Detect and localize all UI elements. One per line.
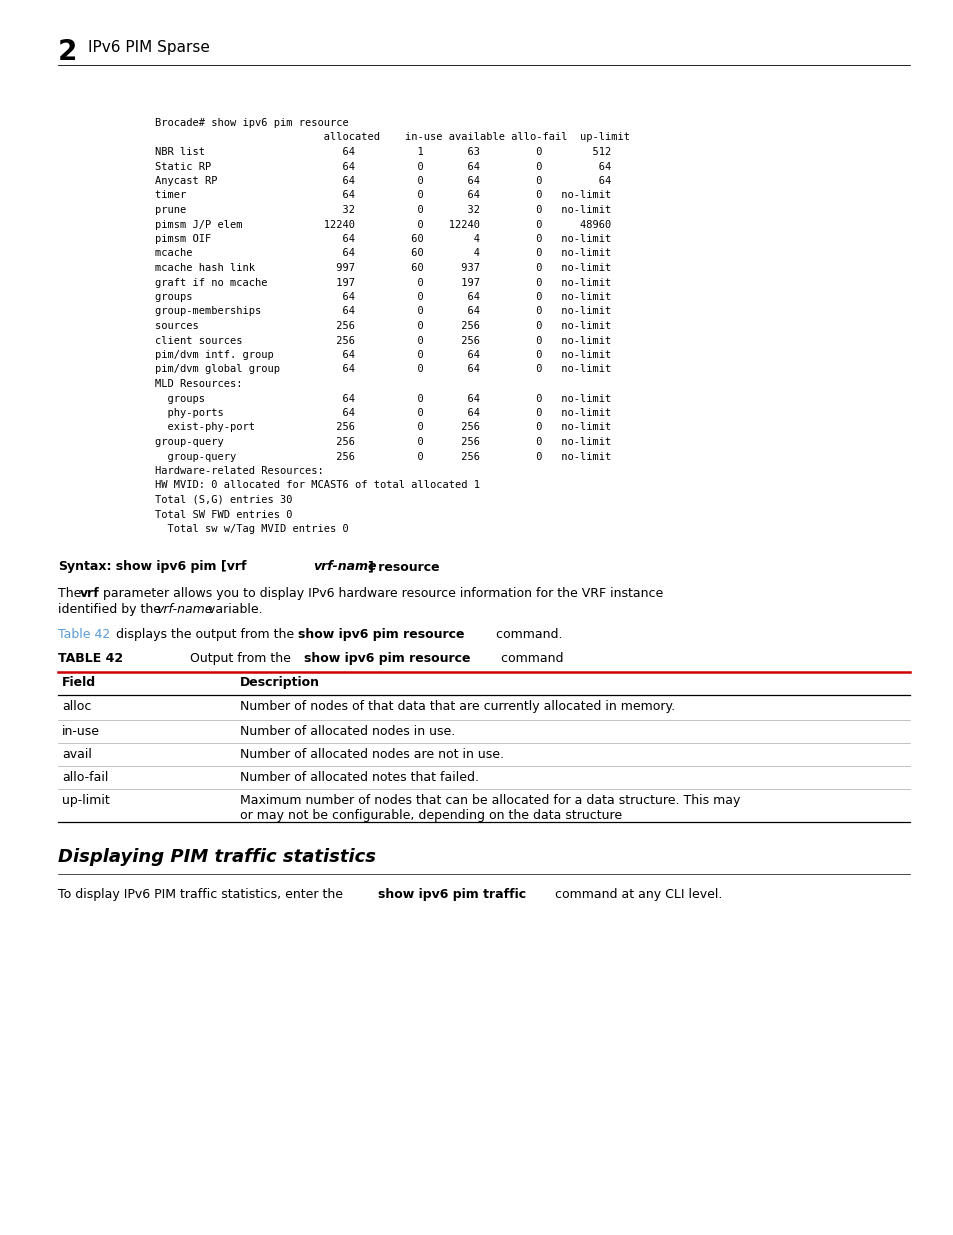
Text: command.: command. [492,629,562,641]
Text: sources                      256          0      256         0   no-limit: sources 256 0 256 0 no-limit [154,321,611,331]
Text: phy-ports                   64          0       64         0   no-limit: phy-ports 64 0 64 0 no-limit [154,408,611,417]
Text: Hardware-related Resources:: Hardware-related Resources: [154,466,323,475]
Text: pim/dvm global group          64          0       64         0   no-limit: pim/dvm global group 64 0 64 0 no-limit [154,364,611,374]
Text: HW MVID: 0 allocated for MCAST6 of total allocated 1: HW MVID: 0 allocated for MCAST6 of total… [154,480,479,490]
Text: Number of nodes of that data that are currently allocated in memory.: Number of nodes of that data that are cu… [240,700,675,713]
Text: pimsm OIF                     64         60        4         0   no-limit: pimsm OIF 64 60 4 0 no-limit [154,233,611,245]
Text: variable.: variable. [204,603,262,616]
Text: identified by the: identified by the [58,603,165,616]
Text: IPv6 PIM Sparse: IPv6 PIM Sparse [88,40,210,56]
Text: allo-fail: allo-fail [62,771,109,784]
Text: mcache                        64         60        4         0   no-limit: mcache 64 60 4 0 no-limit [154,248,611,258]
Text: TABLE 42: TABLE 42 [58,652,123,664]
Text: Output from the: Output from the [190,652,294,664]
Text: allocated    in-use available allo-fail  up-limit: allocated in-use available allo-fail up-… [154,132,629,142]
Text: group-query                  256          0      256         0   no-limit: group-query 256 0 256 0 no-limit [154,437,611,447]
Text: show ipv6 pim traffic: show ipv6 pim traffic [377,888,525,902]
Text: show ipv6 pim resource: show ipv6 pim resource [297,629,464,641]
Text: Total SW FWD entries 0: Total SW FWD entries 0 [154,510,293,520]
Text: group-query                256          0      256         0   no-limit: group-query 256 0 256 0 no-limit [154,452,611,462]
Text: client sources               256          0      256         0   no-limit: client sources 256 0 256 0 no-limit [154,336,611,346]
Text: Description: Description [240,676,319,689]
Text: Table 42: Table 42 [58,629,111,641]
Text: Total sw w/Tag MVID entries 0: Total sw w/Tag MVID entries 0 [154,524,349,534]
Text: pim/dvm intf. group           64          0       64         0   no-limit: pim/dvm intf. group 64 0 64 0 no-limit [154,350,611,359]
Text: The: The [58,587,85,600]
Text: command at any CLI level.: command at any CLI level. [551,888,721,902]
Text: Brocade# show ipv6 pim resource: Brocade# show ipv6 pim resource [154,119,349,128]
Text: Total (S,G) entries 30: Total (S,G) entries 30 [154,495,293,505]
Text: alloc: alloc [62,700,91,713]
Text: or may not be configurable, depending on the data structure: or may not be configurable, depending on… [240,809,621,823]
Text: Number of allocated nodes are not in use.: Number of allocated nodes are not in use… [240,748,503,761]
Text: Anycast RP                    64          0       64         0         64: Anycast RP 64 0 64 0 64 [154,177,611,186]
Text: show ipv6 pim [vrf: show ipv6 pim [vrf [107,559,251,573]
Text: graft if no mcache           197          0      197         0   no-limit: graft if no mcache 197 0 197 0 no-limit [154,278,611,288]
Text: displays the output from the: displays the output from the [112,629,297,641]
Text: NBR list                      64          1       63         0        512: NBR list 64 1 63 0 512 [154,147,611,157]
Text: Number of allocated nodes in use.: Number of allocated nodes in use. [240,725,455,739]
Text: Syntax:: Syntax: [58,559,112,573]
Text: vrf-name: vrf-name [156,603,213,616]
Text: prune                         32          0       32         0   no-limit: prune 32 0 32 0 no-limit [154,205,611,215]
Text: Static RP                     64          0       64         0         64: Static RP 64 0 64 0 64 [154,162,611,172]
Text: 2: 2 [58,38,77,65]
Text: Displaying PIM traffic statistics: Displaying PIM traffic statistics [58,848,375,866]
Text: pimsm J/P elem             12240          0    12240         0      48960: pimsm J/P elem 12240 0 12240 0 48960 [154,220,611,230]
Text: groups                        64          0       64         0   no-limit: groups 64 0 64 0 no-limit [154,291,611,303]
Text: in-use: in-use [62,725,100,739]
Text: Number of allocated notes that failed.: Number of allocated notes that failed. [240,771,478,784]
Text: up-limit: up-limit [62,794,110,806]
Text: To display IPv6 PIM traffic statistics, enter the: To display IPv6 PIM traffic statistics, … [58,888,347,902]
Text: mcache hash link             997         60      937         0   no-limit: mcache hash link 997 60 937 0 no-limit [154,263,611,273]
Text: show ipv6 pim resource: show ipv6 pim resource [304,652,470,664]
Text: groups                      64          0       64         0   no-limit: groups 64 0 64 0 no-limit [154,394,611,404]
Text: parameter allows you to display IPv6 hardware resource information for the VRF i: parameter allows you to display IPv6 har… [99,587,662,600]
Text: avail: avail [62,748,91,761]
Text: exist-phy-port             256          0      256         0   no-limit: exist-phy-port 256 0 256 0 no-limit [154,422,611,432]
Text: MLD Resources:: MLD Resources: [154,379,242,389]
Text: timer                         64          0       64         0   no-limit: timer 64 0 64 0 no-limit [154,190,611,200]
Text: group-memberships             64          0       64         0   no-limit: group-memberships 64 0 64 0 no-limit [154,306,611,316]
Text: Field: Field [62,676,96,689]
Text: command: command [497,652,563,664]
Text: ] resource: ] resource [368,559,439,573]
Text: vrf: vrf [80,587,100,600]
Text: vrf-name: vrf-name [313,559,376,573]
Text: Maximum number of nodes that can be allocated for a data structure. This may: Maximum number of nodes that can be allo… [240,794,740,806]
